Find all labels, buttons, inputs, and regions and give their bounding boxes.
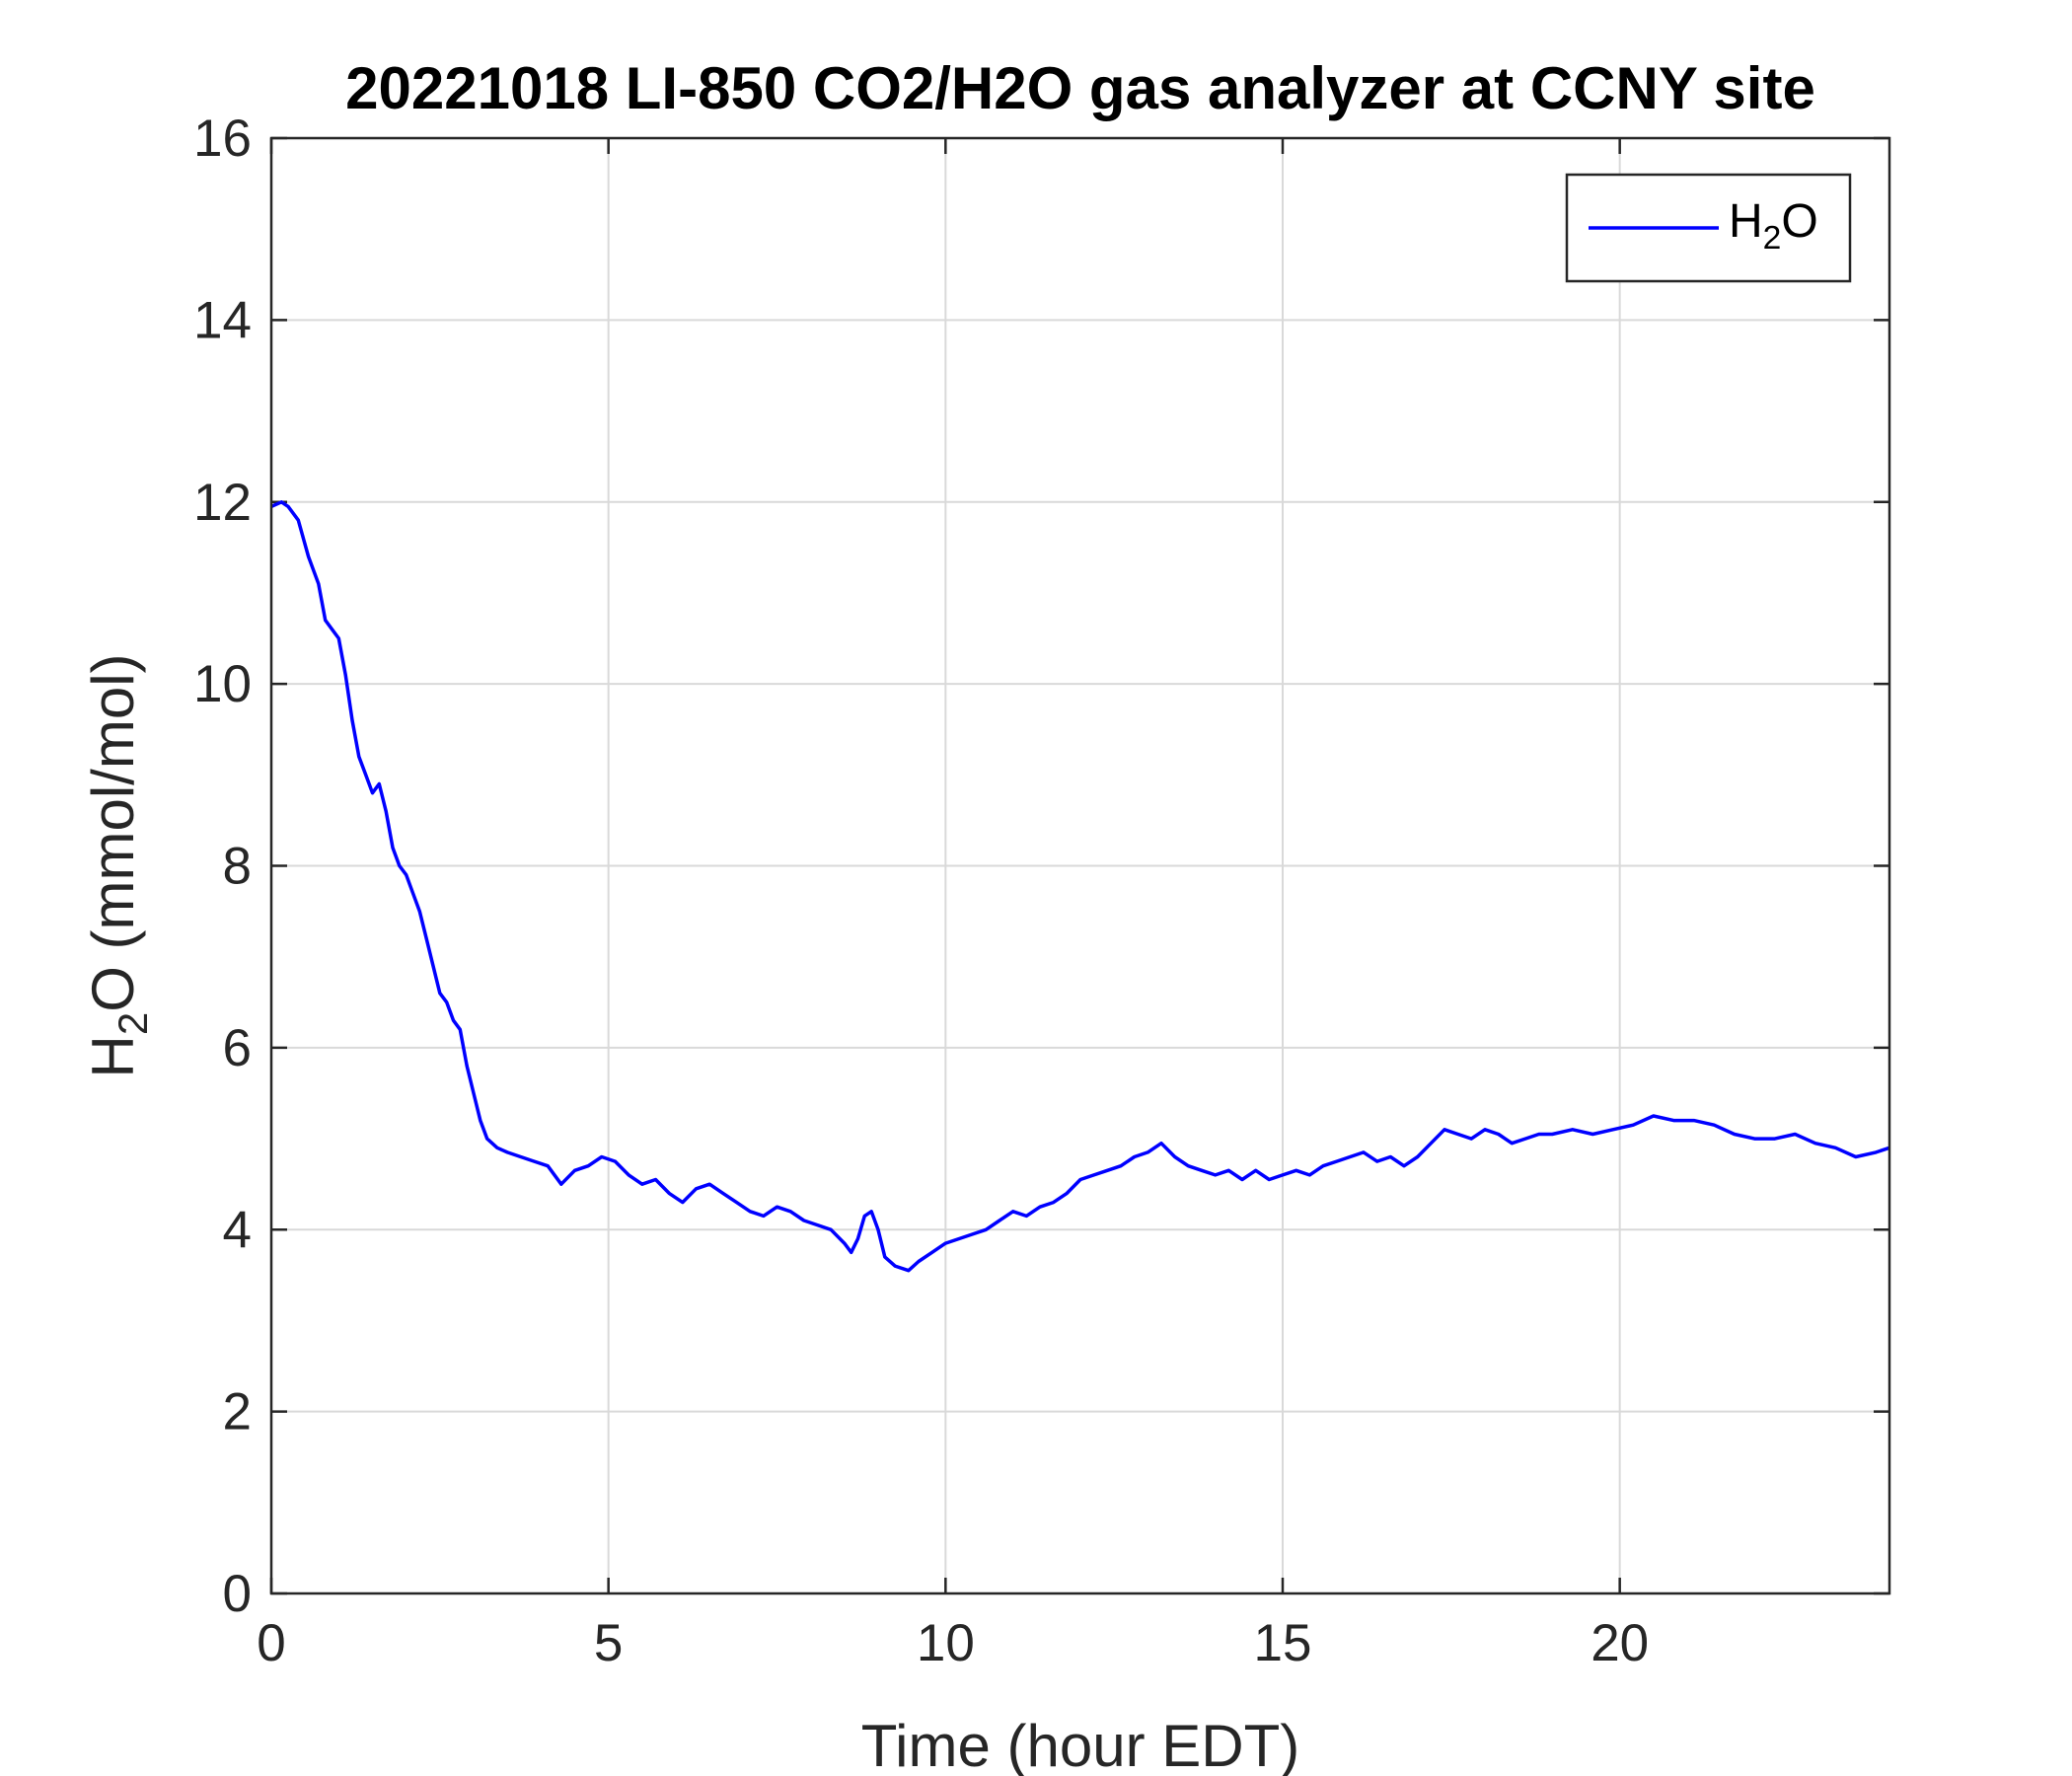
series-line-h2o (270, 500, 1890, 1273)
legend-label-prefix: H (1729, 195, 1763, 248)
legend: H2O (1565, 173, 1852, 283)
legend-label-suffix: O (1781, 195, 1817, 248)
y-axis-label-suffix: O (mmol/mol) (80, 653, 146, 1011)
legend-label-h2o: H2O (1729, 195, 1818, 257)
y-tick-label: 16 (193, 110, 252, 168)
y-tick-label: 14 (193, 291, 252, 349)
x-axis-label: Time (hour EDT) (861, 1713, 1300, 1776)
gridlines (271, 138, 1889, 1593)
y-tick-label: 2 (223, 1383, 252, 1442)
plot-frame (269, 136, 1891, 1595)
y-tick-labels: 0 2 4 6 8 10 12 14 16 (193, 110, 252, 1623)
x-tick-label: 5 (594, 1614, 623, 1672)
x-tick-label: 0 (257, 1614, 285, 1672)
legend-label-subscript: 2 (1763, 220, 1782, 257)
y-tick-label: 12 (193, 474, 252, 532)
x-tick-label: 10 (917, 1614, 975, 1672)
x-tick-labels: 0 5 10 15 20 (257, 1614, 1649, 1672)
chart-title: 20221018 LI-850 CO2/H2O gas analyzer at … (345, 55, 1815, 121)
y-axis-label: H2O (mmol/mol) (80, 653, 156, 1077)
y-axis-label-prefix: H (80, 1035, 146, 1077)
y-tick-label: 10 (193, 655, 252, 713)
y-tick-label: 4 (223, 1201, 252, 1259)
x-tick-label: 20 (1591, 1614, 1649, 1672)
y-tick-label: 0 (223, 1565, 252, 1623)
y-tick-label: 6 (223, 1019, 252, 1077)
y-tick-label: 8 (223, 838, 252, 896)
x-tick-label: 15 (1254, 1614, 1312, 1672)
y-axis-label-subscript: 2 (110, 1012, 156, 1035)
